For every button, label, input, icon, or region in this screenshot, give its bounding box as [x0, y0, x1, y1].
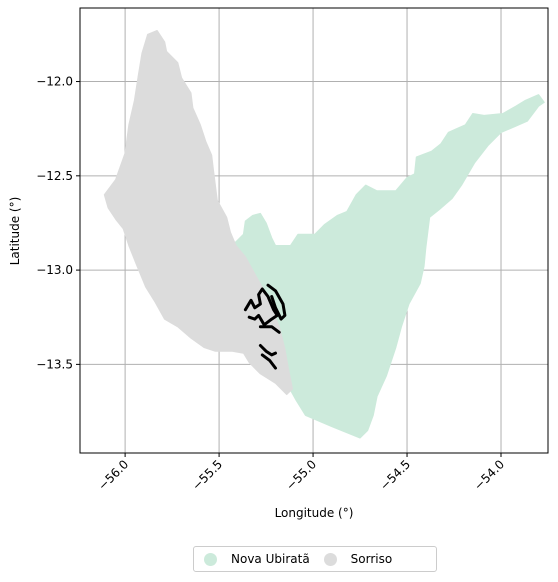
legend-swatch-nova-ubirata: [204, 552, 217, 566]
outlined-feature: [258, 344, 277, 357]
legend-item-sorriso: Sorriso: [323, 552, 393, 566]
y-tick-label: −13.0: [36, 263, 73, 277]
x-tick-label: −55.5: [189, 457, 225, 493]
y-tick-label: −12.0: [36, 75, 73, 89]
x-axis-title: Longitude (°): [275, 506, 354, 520]
outlined-feature: [258, 325, 281, 334]
y-tick-label: −12.5: [36, 169, 73, 183]
outlined-features-layer: [243, 283, 287, 370]
plot-frame: [79, 7, 549, 454]
outlined-feature: [260, 353, 277, 370]
region-sorriso: [103, 30, 293, 396]
x-tick-label: −56.0: [95, 457, 131, 493]
y-tick-label: −13.5: [36, 357, 73, 371]
outlined-feature: [266, 283, 287, 321]
x-tick-label: −54.5: [377, 457, 413, 493]
legend: Nova Ubiratã Sorriso: [193, 546, 437, 572]
legend-label-sorriso: Sorriso: [350, 552, 393, 566]
region-nova-ubirata: [227, 94, 545, 439]
outlined-feature: [243, 287, 279, 327]
y-axis-title: Latitude (°): [8, 197, 22, 266]
x-tick-label: −55.0: [283, 457, 319, 493]
legend-label-nova-ubirata: Nova Ubiratã: [231, 552, 310, 566]
regions-layer: [103, 30, 545, 439]
x-tick-label: −54.0: [471, 457, 507, 493]
legend-item-nova-ubirata: Nova Ubiratã: [204, 552, 310, 566]
legend-swatch-sorriso: [323, 552, 337, 566]
